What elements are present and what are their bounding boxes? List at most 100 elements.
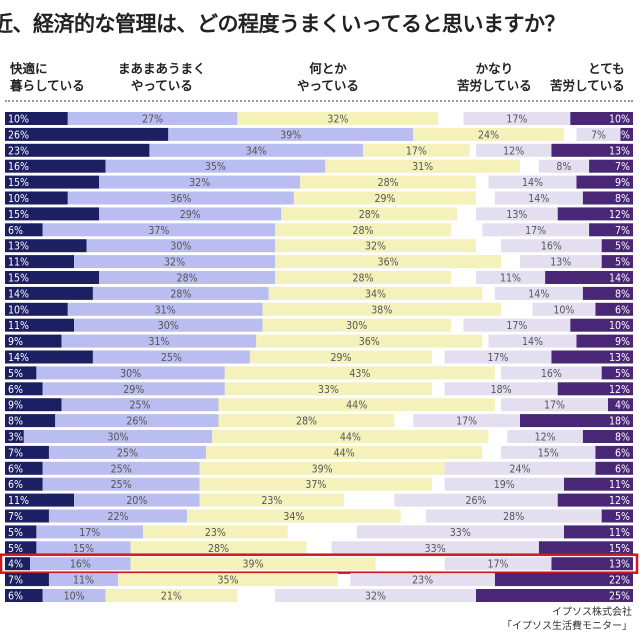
data-label: 28% — [352, 225, 373, 237]
data-label: 6% — [8, 384, 23, 396]
data-label: 10% — [609, 320, 630, 332]
bar-segment — [538, 541, 633, 555]
bar-segment — [331, 541, 539, 555]
bar-segment — [224, 366, 495, 380]
header-line: 快適に — [10, 61, 48, 76]
bar-segment — [130, 541, 307, 555]
data-label: 5% — [8, 368, 23, 380]
data-label: 5% — [615, 257, 630, 269]
bar-segment — [601, 509, 633, 523]
bar-segment — [67, 302, 263, 316]
data-label: 12% — [609, 209, 630, 221]
data-label: 23% — [261, 495, 282, 507]
data-label: 37% — [305, 479, 326, 491]
data-label: 15% — [8, 273, 29, 285]
data-label: 38% — [371, 304, 392, 316]
data-label: 14% — [8, 352, 29, 364]
header-line: やっている — [130, 78, 193, 93]
bar-segment — [413, 414, 520, 428]
bar-segment — [61, 334, 257, 348]
data-label: 12% — [609, 495, 630, 507]
bar-segment — [5, 477, 43, 491]
bar-segment — [501, 366, 602, 380]
data-label: 14% — [522, 177, 543, 189]
bar-segment — [5, 191, 68, 205]
bar-segment — [620, 127, 633, 141]
bar-segment — [425, 509, 602, 523]
data-label: 12% — [535, 432, 556, 444]
bar-segment — [205, 445, 483, 459]
data-label: 13% — [609, 559, 630, 571]
bar-segment — [67, 191, 294, 205]
data-label: 6% — [615, 463, 630, 475]
bar-segment — [582, 286, 633, 300]
chart-title: 近、経済的な管理は、どの程度うまくいってると思いますか？ — [0, 12, 565, 36]
header-getting-by: 何とか やっている — [297, 60, 359, 94]
bar-segment — [5, 334, 62, 348]
data-label: 8% — [615, 432, 630, 444]
data-label: 6% — [8, 479, 23, 491]
data-label: 17% — [487, 352, 508, 364]
bar-segment — [595, 445, 633, 459]
data-label: 30% — [108, 432, 129, 444]
bar-segment — [607, 398, 633, 412]
bar-segment — [494, 286, 583, 300]
data-label: 5% — [615, 241, 630, 253]
data-label: 14% — [609, 273, 630, 285]
data-label: 43% — [349, 368, 370, 380]
bar-segment — [42, 382, 225, 396]
data-label: 29% — [330, 352, 351, 364]
bar-segment — [130, 557, 376, 571]
bar-segment — [256, 334, 483, 348]
data-label: 14% — [522, 336, 543, 348]
data-label: 25% — [130, 400, 151, 412]
bar-segment — [92, 286, 269, 300]
bar-segment — [74, 255, 276, 269]
bar-segment — [5, 461, 43, 475]
data-label: 31% — [412, 161, 433, 173]
bar-segment — [5, 112, 68, 125]
bar-segment — [444, 382, 558, 396]
bar-segment — [5, 318, 75, 332]
bar-segment — [476, 271, 546, 284]
bar-segment — [494, 573, 633, 587]
data-label: 29% — [123, 384, 144, 396]
data-label: 9% — [8, 336, 23, 348]
bar-segment — [5, 382, 43, 396]
bar-segment — [463, 318, 571, 332]
bar-segment — [5, 366, 37, 380]
data-label: 23% — [205, 527, 226, 539]
data-label: 44% — [334, 447, 355, 459]
data-label: 10% — [64, 591, 85, 603]
data-label: 22% — [609, 575, 630, 587]
data-label: 31% — [148, 336, 169, 348]
data-label: 26% — [466, 495, 487, 507]
data-label: 7% — [8, 447, 23, 459]
bar-segment — [212, 430, 489, 443]
data-label: 13% — [609, 145, 630, 157]
data-label: 10% — [553, 304, 574, 316]
bar-segment — [218, 398, 495, 412]
data-label: 7% — [591, 129, 606, 141]
bar-segment — [249, 350, 433, 364]
bar-segment — [5, 525, 37, 539]
bar-segment — [275, 223, 451, 237]
data-label: 28% — [177, 273, 198, 285]
data-label: 9% — [615, 336, 630, 348]
header-fairly-well: まあまあうまく やっている — [118, 60, 206, 94]
header-line: かなり — [475, 61, 514, 76]
bar-segment — [551, 557, 633, 571]
bar-segment — [118, 573, 338, 587]
data-label: 13% — [609, 352, 630, 364]
data-label: 39% — [243, 559, 264, 571]
data-label: 11% — [8, 320, 29, 332]
bar-segment — [5, 207, 100, 221]
bar-segment — [67, 112, 238, 125]
data-label: 8% — [615, 288, 630, 300]
data-label: 44% — [340, 432, 361, 444]
bar-segment — [5, 239, 87, 253]
bar-segment — [563, 525, 633, 539]
data-label: 15% — [538, 447, 559, 459]
data-label: 8% — [615, 193, 630, 205]
data-label: 4% — [615, 400, 630, 412]
